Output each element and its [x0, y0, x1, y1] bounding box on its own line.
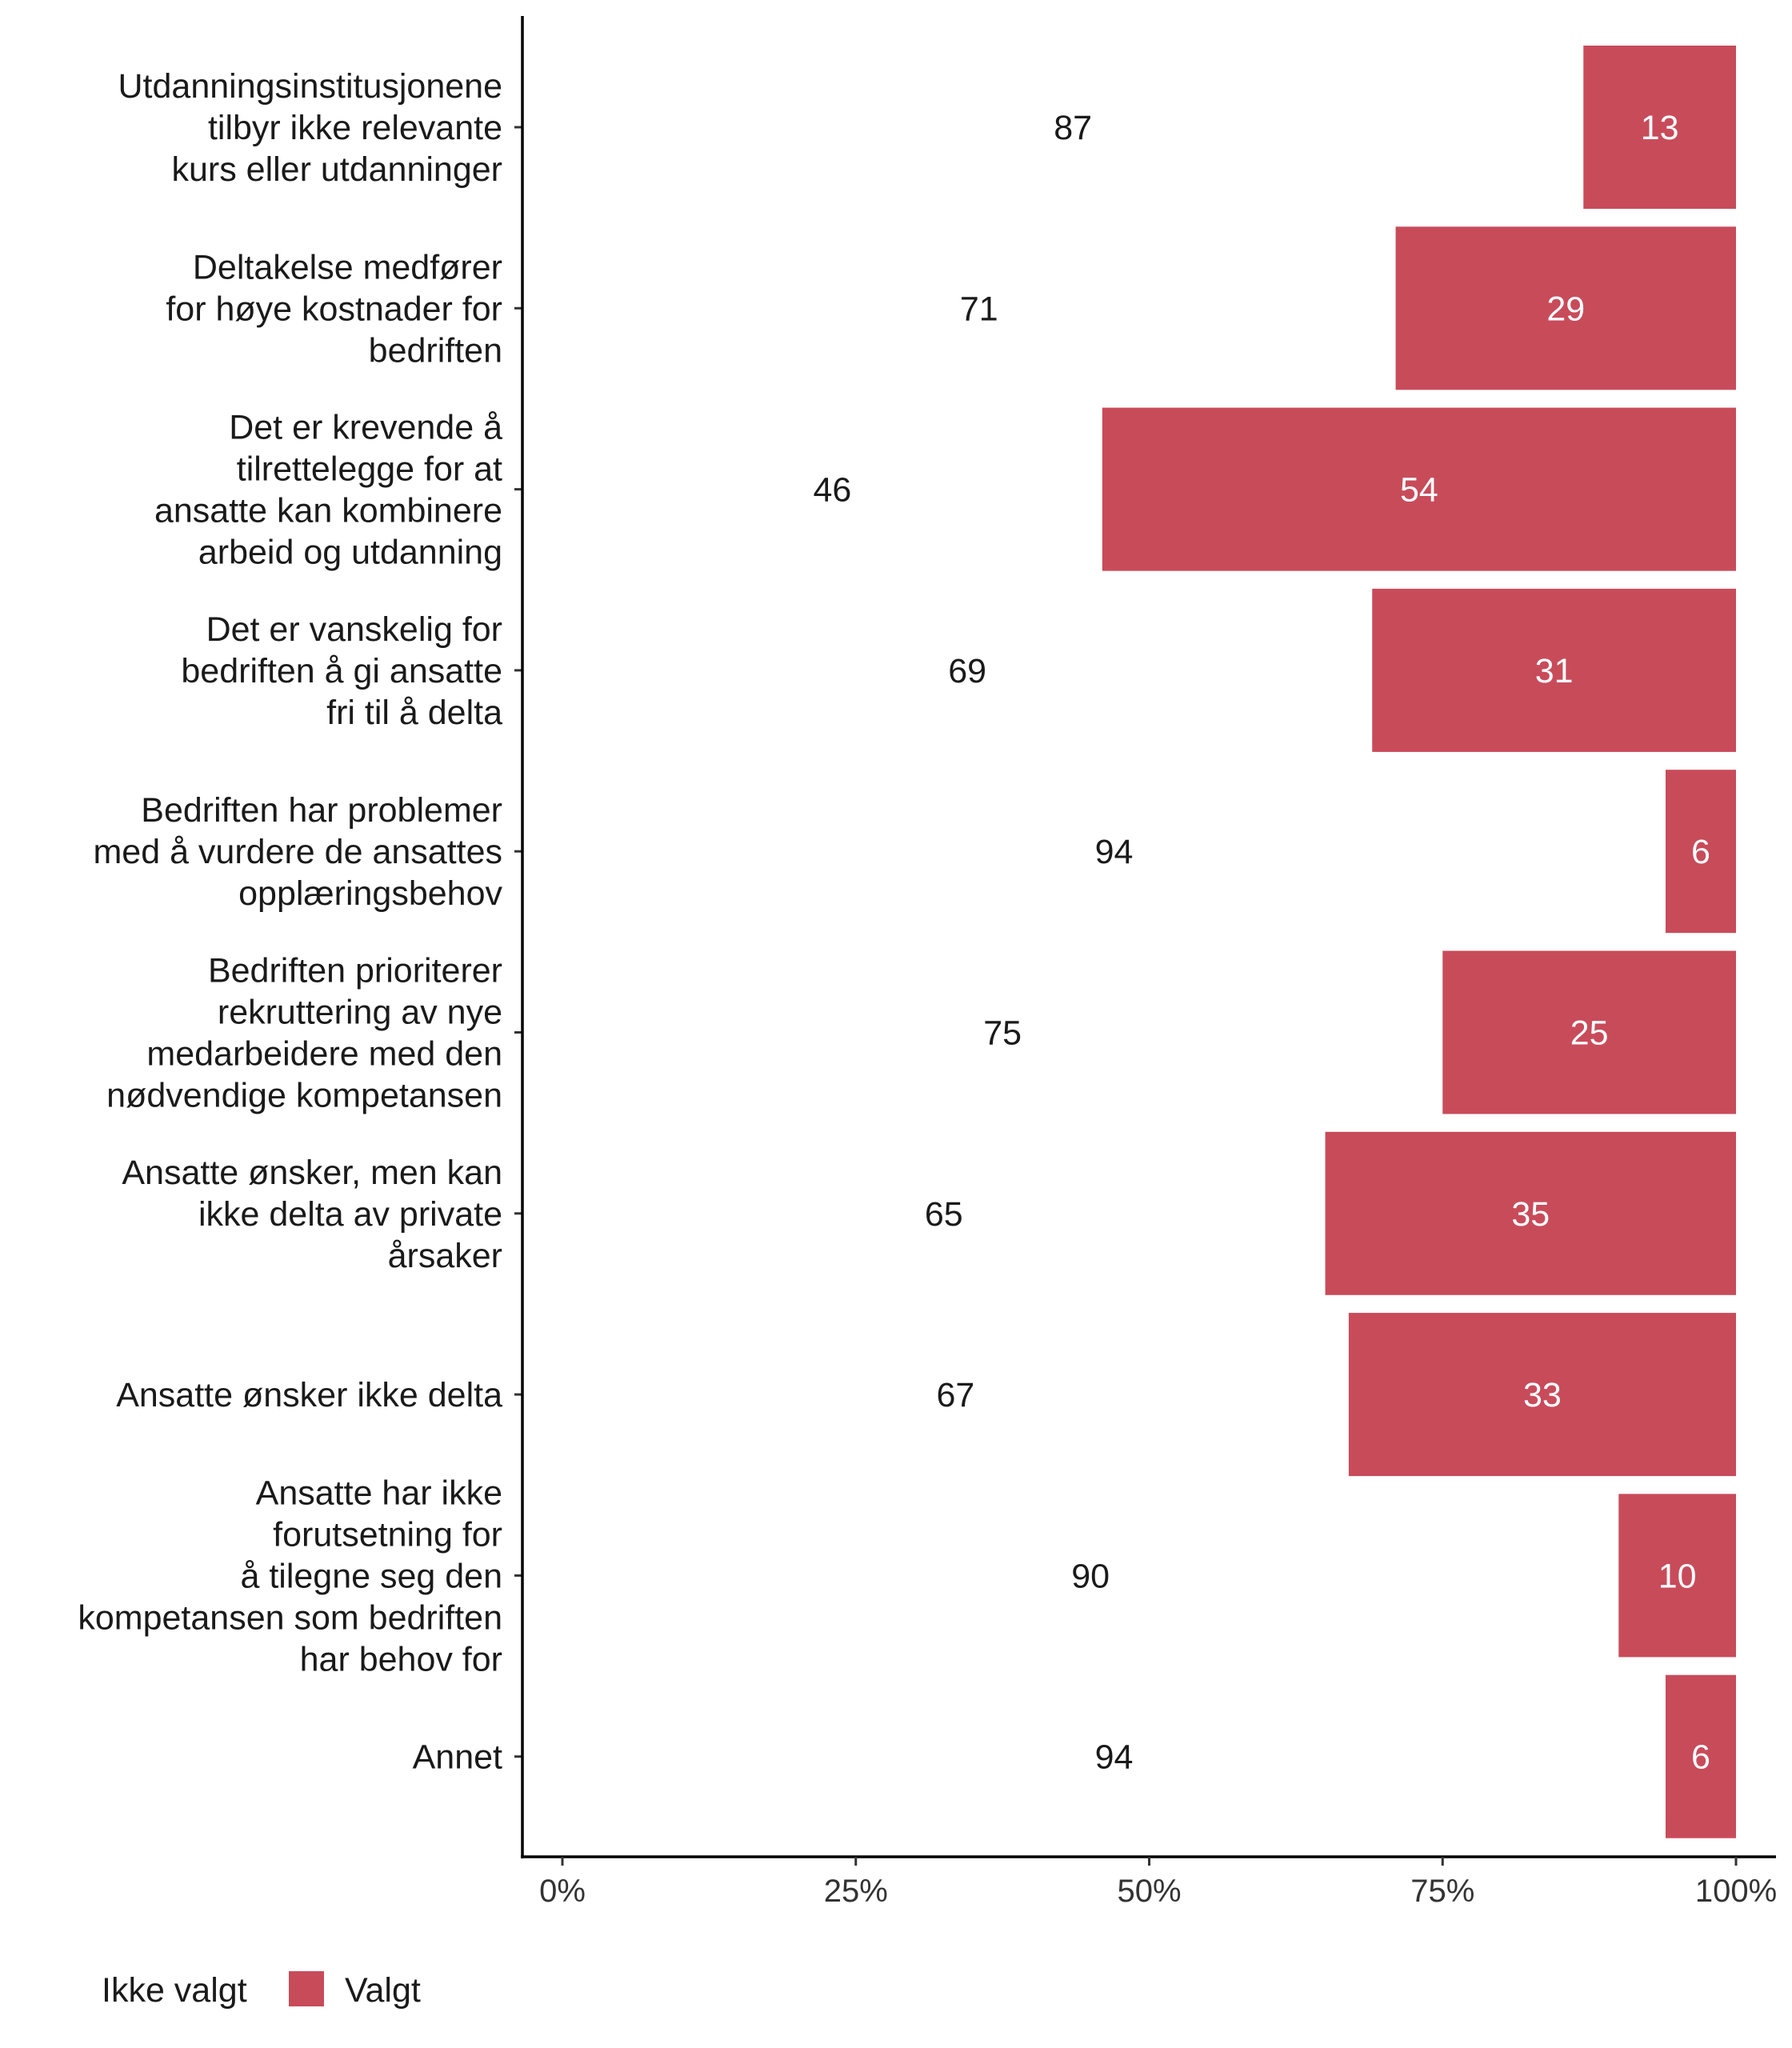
bar-valgt — [1348, 1313, 1736, 1477]
category-label: Det er krevende å tilrettelegge for at ans… — [154, 409, 502, 572]
category-label: Utdanningsinstitusjonene tilbyr ikke rele… — [118, 67, 503, 189]
bar-valgt — [1442, 950, 1736, 1114]
category-label: Ansatte ønsker ikke delta — [116, 1376, 502, 1414]
value-label-valgt: 35 — [1511, 1195, 1550, 1234]
value-label-ikke-valgt: 90 — [1071, 1557, 1110, 1595]
value-label-ikke-valgt: 71 — [960, 290, 998, 328]
x-tick-label: 100% — [1695, 1874, 1777, 1909]
bar-valgt — [1372, 588, 1736, 752]
legend-label-ikke-valgt: Ikke valgt — [102, 1971, 247, 2010]
bar-valgt — [1665, 770, 1736, 934]
x-tick-label: 50% — [1117, 1874, 1181, 1909]
value-label-valgt: 31 — [1535, 652, 1574, 690]
value-label-valgt: 25 — [1570, 1014, 1609, 1053]
bar-valgt — [1618, 1494, 1736, 1658]
bar-valgt — [1102, 407, 1736, 571]
bar-valgt — [1325, 1131, 1736, 1295]
bar-valgt — [1665, 1674, 1736, 1838]
category-label: Ansatte har ikke forutsetning for å tilegn… — [78, 1474, 502, 1678]
category-label: Bedriften prioriterer rekruttering av nye… — [106, 952, 502, 1115]
x-tick-label: 25% — [824, 1874, 888, 1909]
x-tick-label: 75% — [1410, 1874, 1474, 1909]
value-label-valgt: 13 — [1641, 109, 1679, 147]
value-label-ikke-valgt: 94 — [1095, 1738, 1134, 1777]
value-label-valgt: 10 — [1658, 1557, 1697, 1595]
legend-key-valgt — [289, 1971, 324, 2006]
category-label: Annet — [413, 1738, 502, 1777]
category-label: Deltakelse medfører for høye kostnader fo… — [166, 248, 502, 370]
value-label-ikke-valgt: 69 — [948, 652, 986, 690]
value-label-valgt: 29 — [1546, 290, 1585, 328]
value-label-ikke-valgt: 46 — [813, 471, 851, 510]
legend-label-valgt: Valgt — [345, 1971, 421, 2010]
bar-valgt — [1395, 226, 1736, 390]
value-label-ikke-valgt: 87 — [1054, 109, 1092, 147]
value-label-valgt: 6 — [1691, 1738, 1710, 1777]
category-label: Det er vanskelig for bedriften å gi ansat… — [181, 610, 502, 732]
value-label-ikke-valgt: 67 — [937, 1376, 975, 1414]
category-label: Bedriften har problemer med å vurdere de … — [93, 791, 502, 913]
bar-valgt — [1583, 46, 1736, 209]
value-label-valgt: 6 — [1691, 833, 1710, 871]
value-label-ikke-valgt: 75 — [983, 1014, 1022, 1053]
value-label-valgt: 33 — [1523, 1376, 1562, 1414]
x-tick-label: 0% — [539, 1874, 586, 1909]
value-label-ikke-valgt: 65 — [925, 1195, 963, 1234]
value-label-ikke-valgt: 94 — [1095, 833, 1134, 871]
category-label: Ansatte ønsker, men kan ikke delta av pri… — [122, 1154, 502, 1275]
value-label-valgt: 54 — [1400, 471, 1438, 510]
